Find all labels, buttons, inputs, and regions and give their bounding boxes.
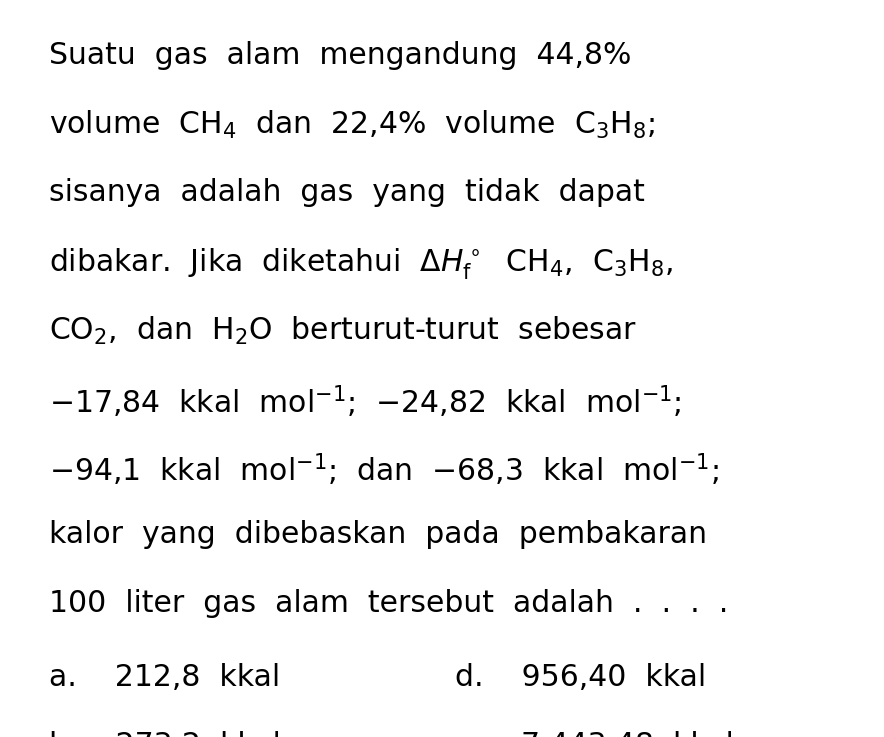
Text: d.    956,40  kkal: d. 956,40 kkal: [455, 663, 706, 692]
Text: e.    7.443,48  kkal: e. 7.443,48 kkal: [455, 731, 734, 737]
Text: 100  liter  gas  alam  tersebut  adalah  .  .  .  .: 100 liter gas alam tersebut adalah . . .…: [49, 589, 728, 618]
Text: volume  CH$_4$  dan  22,4%  volume  C$_3$H$_8$;: volume CH$_4$ dan 22,4% volume C$_3$H$_8…: [49, 109, 655, 142]
Text: dibakar.  Jika  diketahui  $\Delta H_\mathrm{f}^\circ$  CH$_4$,  C$_3$H$_8$,: dibakar. Jika diketahui $\Delta H_\mathr…: [49, 246, 673, 282]
Text: Suatu  gas  alam  mengandung  44,8%: Suatu gas alam mengandung 44,8%: [49, 41, 631, 69]
Text: a.    212,8  kkal: a. 212,8 kkal: [49, 663, 279, 692]
Text: CO$_2$,  dan  H$_2$O  berturut-turut  sebesar: CO$_2$, dan H$_2$O berturut-turut sebesa…: [49, 315, 636, 347]
Text: $-$94,1  kkal  mol$^{-1}$;  dan  $-$68,3  kkal  mol$^{-1}$;: $-$94,1 kkal mol$^{-1}$; dan $-$68,3 kka…: [49, 452, 719, 489]
Text: sisanya  adalah  gas  yang  tidak  dapat: sisanya adalah gas yang tidak dapat: [49, 178, 644, 206]
Text: kalor  yang  dibebaskan  pada  pembakaran: kalor yang dibebaskan pada pembakaran: [49, 520, 706, 549]
Text: b.    273,2  kkal: b. 273,2 kkal: [49, 731, 280, 737]
Text: $-$17,84  kkal  mol$^{-1}$;  $-$24,82  kkal  mol$^{-1}$;: $-$17,84 kkal mol$^{-1}$; $-$24,82 kkal …: [49, 383, 681, 420]
